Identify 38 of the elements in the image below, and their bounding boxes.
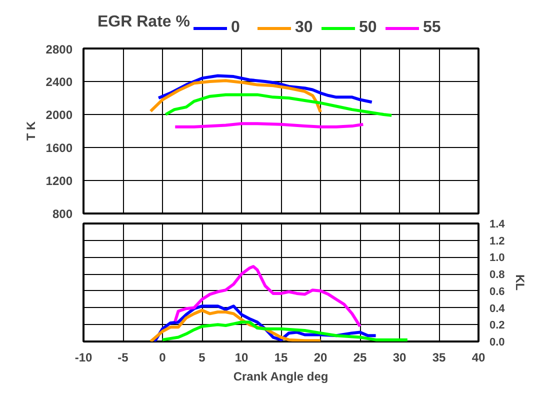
x-tick-label: 20 <box>314 350 328 364</box>
line-series <box>161 320 409 342</box>
y2-tick-label: 0.4 <box>490 302 506 315</box>
y-tick-label: 1200 <box>46 174 73 188</box>
y2-tick-label: 1.0 <box>490 252 505 264</box>
y2-tick-label: 0.8 <box>490 269 505 282</box>
y-tick-label: 800 <box>52 207 73 221</box>
x-tick-label: 40 <box>472 350 486 364</box>
y2-tick-label: 1.2 <box>490 235 505 248</box>
y-tick-label: 1600 <box>46 141 73 155</box>
line-series <box>174 264 362 328</box>
line-series <box>164 93 394 117</box>
y-tick-label: 2400 <box>46 75 73 89</box>
legend-label: 0 <box>231 19 241 37</box>
x-tick-label: 25 <box>353 350 367 364</box>
x-tick-label: 35 <box>432 350 446 364</box>
legend-label: 55 <box>423 19 442 37</box>
line-series <box>149 79 322 114</box>
x-tick-label: 0 <box>159 350 166 364</box>
legend-title: EGR Rate % <box>98 14 190 30</box>
y2-tick-label: 0.6 <box>490 286 505 298</box>
y2-tick-label: 0.0 <box>490 336 505 348</box>
y-axis-title: T K <box>24 121 38 141</box>
y2-tick-label: 1.4 <box>490 218 506 230</box>
x-tick-label: 10 <box>234 350 248 364</box>
x-axis-title: Crank Angle deg <box>233 370 328 384</box>
legend-label: 50 <box>359 19 378 37</box>
y2-tick-label: 0.2 <box>490 320 505 332</box>
x-tick-label: -5 <box>118 350 129 364</box>
legend-label: 30 <box>295 19 314 37</box>
x-tick-label: -10 <box>74 350 92 364</box>
x-tick-label: 15 <box>274 350 288 364</box>
x-tick-label: 5 <box>198 350 206 364</box>
x-tick-label: 30 <box>392 350 406 364</box>
y2-axis-title: KL <box>512 274 527 290</box>
y-tick-label: 2800 <box>46 42 73 56</box>
y-tick-label: 2000 <box>46 108 73 122</box>
line-series <box>157 74 374 104</box>
